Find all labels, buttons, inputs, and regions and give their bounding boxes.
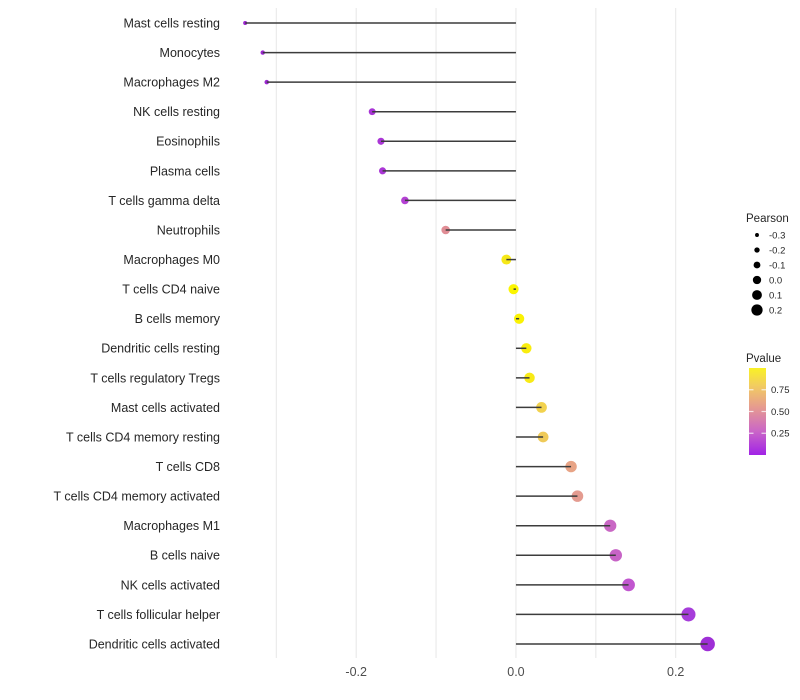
legend-size-dot xyxy=(754,247,760,253)
x-axis: -0.2 0.0 0.2 xyxy=(345,665,684,679)
pvalue-tick-label: 0.75 xyxy=(771,385,790,396)
legend-size-label: 0.0 xyxy=(769,275,782,286)
lollipop-dot xyxy=(243,20,248,26)
category-label: T cells CD4 memory activated xyxy=(54,490,221,504)
legend-size-dot xyxy=(752,275,762,285)
lollipop-row: Dendritic cells resting xyxy=(101,342,532,356)
category-label: Mast cells activated xyxy=(111,401,220,415)
category-label: NK cells resting xyxy=(133,105,220,119)
legend-entry: 0.1 xyxy=(752,290,782,301)
lollipop-row: T cells follicular helper xyxy=(97,607,696,622)
pearson-legend-title: Pearson xyxy=(746,213,789,225)
category-label: Dendritic cells activated xyxy=(89,637,220,651)
category-label: T cells CD4 naive xyxy=(122,283,220,297)
legend-size-label: 0.1 xyxy=(769,290,782,301)
category-label: T cells CD4 memory resting xyxy=(66,430,220,444)
category-label: B cells naive xyxy=(150,549,220,563)
pvalue-tick-label: 0.50 xyxy=(771,407,790,418)
lollipop-row: T cells CD4 naive xyxy=(122,283,519,297)
legend-entry: 0.2 xyxy=(751,304,782,316)
category-label: T cells follicular helper xyxy=(97,608,220,622)
category-label: B cells memory xyxy=(135,312,221,326)
lollipop-row: Mast cells resting xyxy=(123,16,516,30)
lollipop-row: NK cells resting xyxy=(133,105,516,119)
pearson-size-legend: Pearson -0.3 -0.2 -0.1 0.0 0.1 0.2 xyxy=(746,213,789,316)
lollipop-row: Macrophages M0 xyxy=(123,253,516,267)
legend-entry: 0.0 xyxy=(752,275,782,286)
x-axis-tick-label: 0.2 xyxy=(667,665,684,679)
lollipop-rows: Mast cells resting Monocytes Macrophages M… xyxy=(54,16,715,651)
category-label: Plasma cells xyxy=(150,164,220,178)
legend-entry: -0.3 xyxy=(755,230,785,241)
legend-size-dot xyxy=(755,233,759,237)
x-axis-tick-label: -0.2 xyxy=(345,665,367,679)
category-label: Macrophages M2 xyxy=(123,76,220,90)
category-label: Dendritic cells resting xyxy=(101,342,220,356)
pvalue-legend-title: Pvalue xyxy=(746,353,781,365)
legend-size-label: 0.2 xyxy=(769,305,782,316)
lollipop-row: T cells gamma delta xyxy=(108,194,516,208)
gridlines xyxy=(275,8,677,658)
category-label: Macrophages M0 xyxy=(123,253,220,267)
pvalue-tick-label: 0.25 xyxy=(771,429,790,440)
category-label: T cells gamma delta xyxy=(108,194,220,208)
legend-entry: -0.2 xyxy=(754,245,785,256)
lollipop-row: T cells CD4 memory resting xyxy=(66,430,549,444)
category-label: Mast cells resting xyxy=(123,16,220,30)
lollipop-row: Neutrophils xyxy=(157,223,516,237)
category-label: Monocytes xyxy=(160,46,220,60)
lollipop-row: Macrophages M2 xyxy=(123,76,516,90)
lollipop-row: T cells CD4 memory activated xyxy=(54,490,584,504)
lollipop-row: Monocytes xyxy=(160,46,516,60)
lollipop-row: Macrophages M1 xyxy=(123,519,617,533)
legend-size-label: -0.2 xyxy=(769,245,785,256)
lollipop-row: B cells memory xyxy=(135,312,525,326)
legend-size-label: -0.3 xyxy=(769,230,785,241)
legend-size-dot xyxy=(753,261,761,269)
legend-size-dot xyxy=(751,304,763,316)
lollipop-row: T cells CD8 xyxy=(156,460,577,474)
x-axis-tick-label: 0.0 xyxy=(507,665,524,679)
lollipop-row: NK cells activated xyxy=(121,578,635,592)
category-label: Macrophages M1 xyxy=(123,519,220,533)
legend-entry: -0.1 xyxy=(753,260,785,271)
lollipop-row: T cells regulatory Tregs xyxy=(90,371,535,385)
lollipop-row: B cells naive xyxy=(150,549,623,563)
pvalue-color-legend: Pvalue 0.75 0.50 0.25 xyxy=(746,353,790,455)
legend-size-label: -0.1 xyxy=(769,260,785,271)
category-label: Neutrophils xyxy=(157,223,220,237)
category-label: T cells regulatory Tregs xyxy=(90,371,220,385)
lollipop-dot xyxy=(521,343,532,354)
category-label: NK cells activated xyxy=(121,578,220,592)
lollipop-row: Dendritic cells activated xyxy=(89,636,715,651)
category-label: T cells CD8 xyxy=(156,460,220,474)
lollipop-row: Mast cells activated xyxy=(111,401,547,415)
legend-size-dot xyxy=(752,290,762,300)
lollipop-row: Eosinophils xyxy=(156,135,516,149)
category-label: Eosinophils xyxy=(156,135,220,149)
lollipop-row: Plasma cells xyxy=(150,164,516,178)
